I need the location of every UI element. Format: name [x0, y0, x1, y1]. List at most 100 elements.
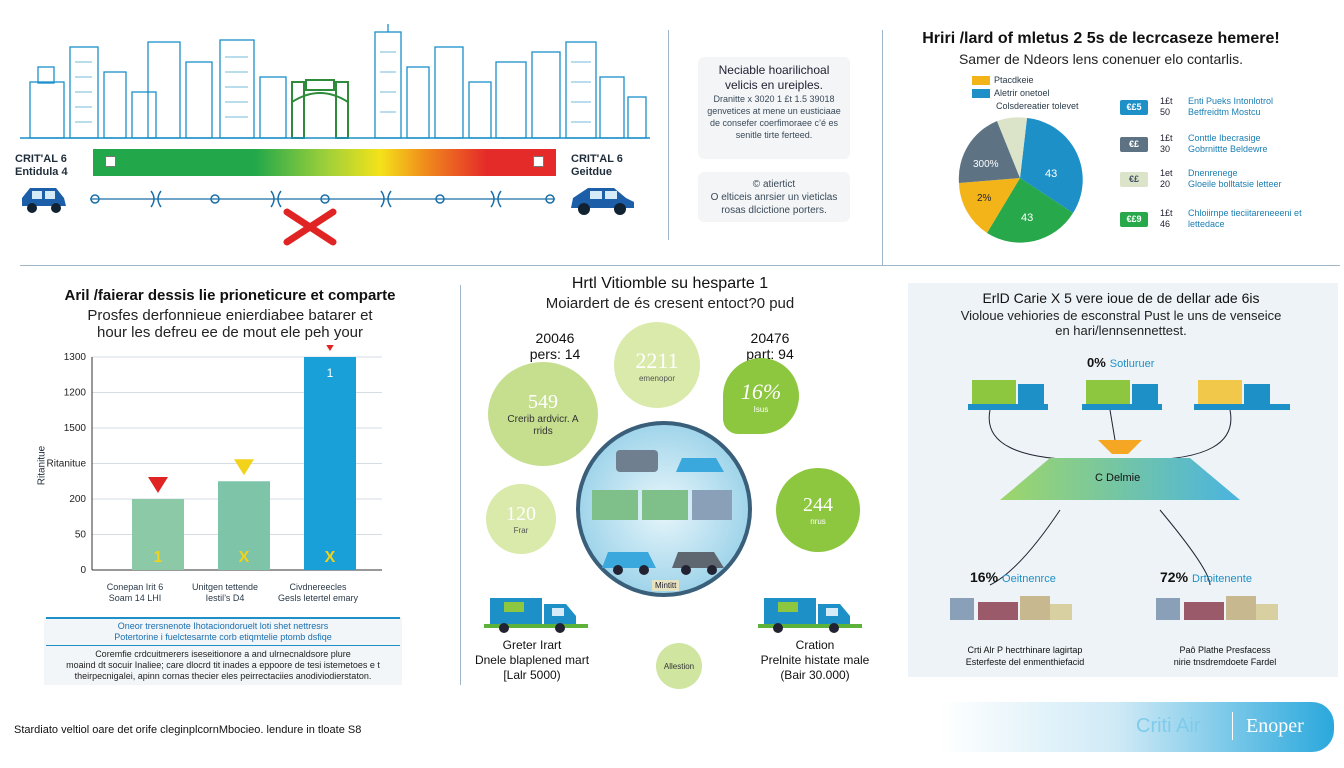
bar-chart-bar	[132, 499, 184, 570]
flow-section-title: ErlD Carie X 5 vere ioue de de dellar ad…	[982, 290, 1260, 306]
bar-chart-arrow-marker	[234, 459, 254, 476]
scale-left-label-line2: Entidula 4	[15, 166, 68, 178]
flow-right-caption: Paô Plathe Presfacess nirie tnsdremdoete…	[1140, 644, 1310, 668]
flow-right-caption-line2: nirie tnsdremdoete Fardel	[1173, 657, 1277, 667]
pie-section-header: Hriri /lard of mletus 2 5s de lecrcaseze…	[898, 30, 1304, 67]
pie-legend-text-1: Enti Pueks Intonlotrol Betfreidtm Mostcu	[1188, 96, 1273, 118]
flow-center-label: C Delmie	[1095, 472, 1141, 484]
scale-left-label: CRIT'AL 6 Entidula 4	[15, 153, 68, 179]
flow-left-caption: Crti Alr P hectrhinare lagirtap Esterfes…	[940, 644, 1110, 668]
pie-top-legend-label-2: Aletrir onetoel	[994, 88, 1050, 98]
bar-section-subtitle-line2: hour les defreu ee de mout ele peh your	[96, 324, 363, 341]
footer-text: Stardiato veltiol oare det orife cleginp…	[14, 724, 362, 736]
flow-top-stat: 0% Sotluruer	[1087, 355, 1154, 370]
pie-slice-cream	[997, 117, 1027, 178]
middle-section-title: Hrtl Vitiomble su hesparte 1	[571, 275, 769, 292]
flow-right-pct: 72%	[1160, 569, 1189, 585]
bar-chart-tick-label: 1300	[64, 352, 87, 363]
bar-xcat-3-line2: Gesls letertel emary	[277, 593, 359, 603]
pie-legend-row-3: €£ 1et 20 Dnenrenege Gloeile bolltatsie le…	[1120, 168, 1282, 190]
bar-xcat-3-line1: Civdnereecles	[289, 582, 347, 592]
pie-legend-num2-1: 50	[1160, 107, 1171, 117]
bar-notes-black-line3: theirpecnigalei, apinn cornas thecier el…	[74, 671, 372, 681]
bubble-120-label: Frar	[513, 526, 529, 535]
allestion-badge: Allestion	[656, 643, 702, 689]
bar-xcat-2: Unitgen tettende Iestil’s D4	[180, 582, 270, 604]
pie-label-green: 43	[1021, 212, 1033, 224]
middle-right-caption-line3: (Bair 30.000)	[780, 668, 850, 682]
flow-diagram	[950, 380, 1290, 620]
bar-chart: 0 50 200 Ritanitue 1500 1200 1300 1 X X 1	[47, 345, 382, 576]
emission-gradient-bar	[93, 149, 556, 176]
flow-left-stat: 16% Oeitnenrce	[970, 569, 1056, 585]
flow-section-subtitle-line1: Violoue vehiories de esconstral Pust le …	[960, 308, 1282, 323]
info-box-primary-line5: senitle tirte ferteed.	[735, 130, 813, 140]
bar-notes-black-line2: moaind dt socuir Inaliee; care dlocrd ti…	[66, 660, 380, 670]
pie-top-legend: Ptacdkeie Aletrir onetoel Colsdereatier …	[972, 75, 1079, 112]
bubble-2211-label: emenopor	[638, 373, 676, 383]
divider-top-left	[668, 30, 669, 240]
info-box-secondary-title: © atiertict	[752, 179, 796, 190]
info-box-secondary-line2: rosas dlcictione porters.	[721, 205, 827, 216]
gradient-end-marker	[533, 156, 544, 167]
bar-xcat-1-line2: Soam 14 LHI	[108, 593, 162, 603]
middle-left-pers: pers: 14	[529, 346, 581, 362]
pie-legend-label1-2: Conttle Ibecrasige	[1188, 133, 1261, 143]
pie-top-legend-label-1: Ptacdkeie	[994, 75, 1034, 85]
middle-left-caption-line2: Dnele blaplened mart	[474, 653, 590, 667]
bubble-244-value: 244	[803, 494, 833, 516]
pie-legend-num1-1: 1£t	[1160, 96, 1173, 106]
pie-legend-nums-1: 1£t 50	[1160, 96, 1182, 118]
pie-legend-nums-4: 1£t 46	[1160, 208, 1182, 230]
pie-slice-green	[987, 178, 1073, 243]
brand-name: Criti Air	[1136, 715, 1201, 737]
bar-chart-tick-label: Ritanitue	[47, 459, 87, 470]
pie-label-yellow: 2%	[977, 193, 992, 204]
middle-left-year: 20046	[535, 330, 575, 346]
info-box-primary-line2: Dranitte x 3020 1 £t 1.5 39018	[713, 94, 835, 104]
middle-left-caption: Greter Irart Dnele blaplened mart [Lalr …	[462, 638, 602, 683]
info-box-secondary: © atiertict O elticeis anrsier un vietic…	[698, 172, 850, 222]
truck-icon-right	[758, 598, 862, 633]
bar-notes-blue: Oneor trersnenote Ihotaciondoruelt loti …	[46, 617, 400, 646]
pie-top-legend-swatch-blue	[972, 89, 990, 98]
pie-legend-label1-4: Chloiirnpe tieciitareneeeni et	[1188, 208, 1302, 218]
pie-legend-text-4: Chloiirnpe tieciitareneeeni et lettedace	[1188, 208, 1302, 230]
bar-notes-blue-line2: Potertorine i fuelctesarnte corb etiqmte…	[114, 632, 332, 642]
pie-legend-badge-3: €£	[1120, 171, 1148, 187]
bar-chart-tick-label: 1500	[64, 423, 87, 434]
bar-chart-tick-label: 50	[75, 530, 87, 541]
middle-left-caption-line3: [Lalr 5000)	[503, 668, 561, 682]
bar-chart-arrow-marker	[148, 477, 168, 493]
middle-right-year: 20476	[750, 330, 790, 346]
info-box-primary-line4: de consefer coerfimoraee c’é es	[709, 118, 839, 128]
bubble-120: 120 Frar	[486, 484, 556, 554]
middle-section-subtitle: Moiardert de és cresent entoct?0 pud	[545, 295, 795, 312]
hub-badge: Mintitt	[652, 580, 680, 591]
scale-right-label-line2: Geitdue	[571, 166, 612, 178]
pie-legend-label1-1: Enti Pueks Intonlotrol	[1188, 96, 1274, 106]
flow-right-caption-line1: Paô Plathe Presfacess	[1179, 645, 1271, 655]
info-box-primary-line1: velicis en ureiples.	[724, 78, 824, 92]
pie-slice-yellow	[959, 178, 1020, 233]
bubble-549-label: Crerib ardvicr. A rrids	[507, 413, 579, 437]
pie-legend-label2-2: Gobrnittte Beldewre	[1188, 144, 1268, 154]
pie-top-legend-row-2: Aletrir onetoel	[972, 88, 1079, 99]
flow-right-label: Drtoitenente	[1192, 573, 1252, 585]
pie-legend-row-1: €£5 1£t 50 Enti Pueks Intonlotrol Betfreid…	[1120, 96, 1273, 118]
pie-legend-num1-2: 1£t	[1160, 133, 1173, 143]
bar-chart-top-value-label: 1	[327, 366, 334, 380]
vehicle-hub-illustration	[576, 421, 752, 597]
flow-right-stat: 72% Drtoitenente	[1160, 569, 1252, 585]
pie-legend-label2-3: Gloeile bolltatsie letteer	[1188, 179, 1282, 189]
brand-tagline: Enoper	[1246, 715, 1304, 737]
bubble-16-value: 16%	[740, 378, 782, 404]
truck-icon-left	[484, 598, 588, 633]
bubble-2211: 2211 emenopor	[614, 322, 700, 408]
flow-left-caption-line2: Esterfeste del enmenthiefacid	[965, 657, 1085, 667]
bar-notes-black-line1: Coremfie crdcuitmerers iseseitionore a a…	[95, 649, 351, 659]
divider-top-right	[882, 30, 883, 265]
pie-legend-label2-1: Betfreidtm Mostcu	[1188, 107, 1261, 117]
brand-separator	[1232, 712, 1233, 740]
middle-right-caption-line1: Cration	[795, 638, 835, 652]
